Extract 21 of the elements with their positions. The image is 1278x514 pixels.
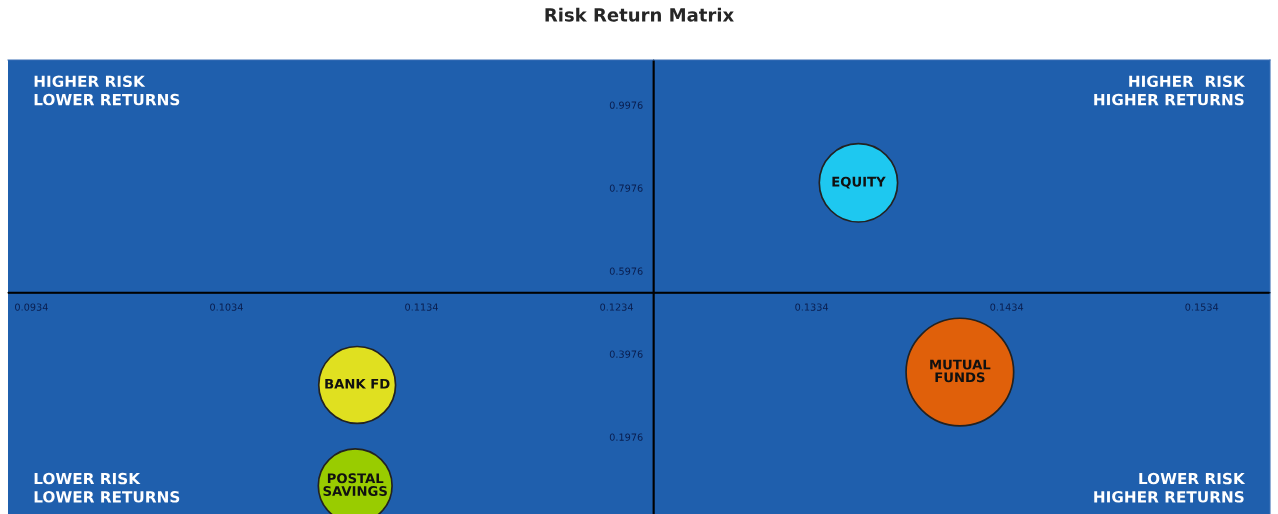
annotation: LOWER RISK HIGHER RETURNS (1094, 472, 1246, 503)
annotation: HIGHER RISK LOWER RETURNS (34, 75, 180, 106)
x-tick-label: 0.0934 (15, 303, 48, 311)
x-tick-label: 0.1334 (795, 303, 829, 311)
chart-title: Risk Return Matrix (545, 7, 734, 22)
x-tick-label: 0.1034 (210, 303, 243, 311)
series-label: POSTAL SAVINGS (323, 473, 387, 496)
annotation: LOWER RISK LOWER RETURNS (34, 472, 180, 503)
series-label: BANK FD (325, 378, 390, 389)
y-tick-label: 0.1976 (609, 433, 643, 441)
annotation: HIGHER RISK HIGHER RETURNS (1094, 75, 1246, 106)
x-tick-label: 0.1534 (1185, 303, 1219, 311)
y-tick-label: 0.3976 (609, 350, 643, 358)
series-label: MUTUAL FUNDS (930, 359, 991, 383)
series-label: EQUITY (832, 176, 886, 189)
y-tick-label: 0.5976 (609, 267, 643, 275)
y-tick-label: 0.7976 (609, 184, 643, 192)
x-tick-label: 0.1134 (405, 303, 438, 311)
x-tick-label: 0.1234 (600, 303, 634, 311)
y-tick-label: 0.9976 (609, 101, 643, 109)
x-tick-label: 0.1434 (990, 303, 1024, 311)
